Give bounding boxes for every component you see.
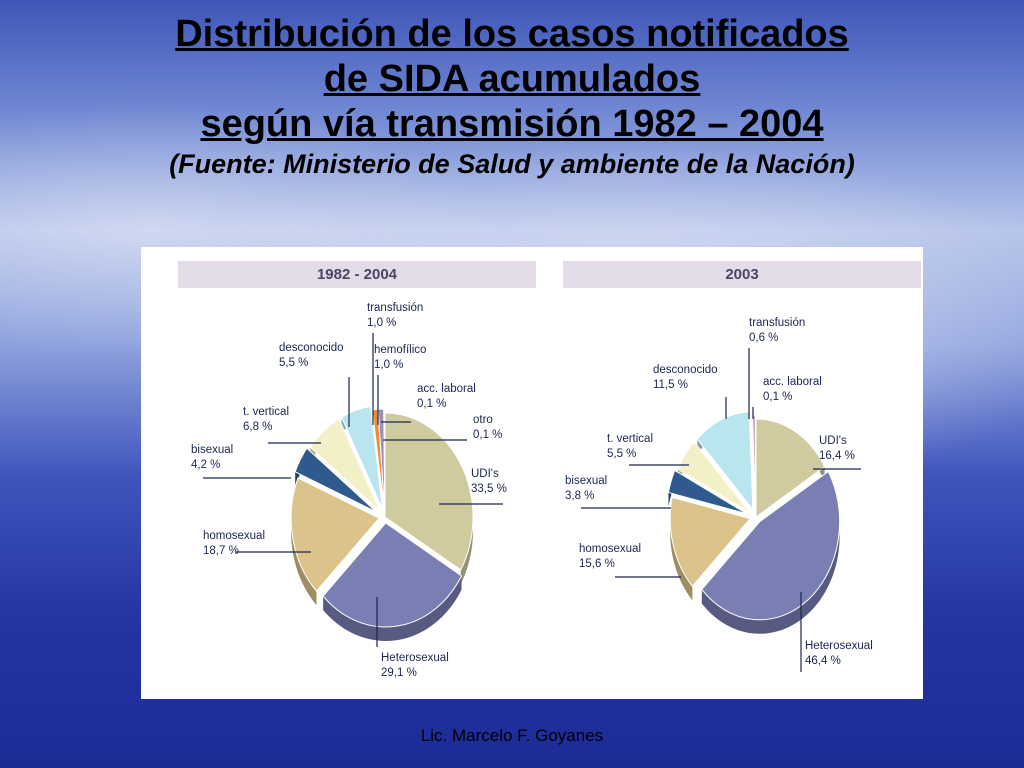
pie-1982-2004-value-hemofilico: 1,0 %: [374, 359, 403, 371]
pie-2003-value-acc-laboral: 0,1 %: [763, 391, 792, 403]
pie-1982-2004-slice-otro: [383, 410, 386, 516]
pie-2003-label-udi-s: UDI's: [819, 435, 847, 447]
pie-1982-2004-slice-desconocido: [340, 405, 384, 510]
pie-2003-label-t-vertical: t. vertical: [607, 433, 653, 445]
pie-1982-2004-value-desconocido: 5,5 %: [279, 357, 308, 369]
pie-1982-2004-value-acc-laboral: 0,1 %: [417, 398, 446, 410]
pie-2003-value-udi-s: 16,4 %: [819, 450, 855, 462]
pie-1982-2004-side-homosexual: [291, 478, 317, 606]
pie-2003-slice-acc-laboral: [754, 416, 757, 516]
pie-2003-value-t-vertical: 5,5 %: [607, 448, 636, 460]
pie-2003-side-homosexual: [670, 497, 693, 601]
pie-2003-slice-heterosexual: [701, 470, 841, 621]
pie-2003-slice-transfusion: [751, 414, 757, 514]
slide-title-line-2: de SIDA acumulados: [323, 58, 701, 100]
pie-1982-2004-label-bisexual: bisexual: [191, 444, 233, 456]
pie-2003-slice-udi-s: [755, 418, 826, 518]
pie-2003-side-heterosexual: [701, 471, 840, 634]
pie-2003-value-transfusion: 0,6 %: [749, 332, 778, 344]
slide-title-line-1: Distribución de los casos notificados: [175, 13, 849, 55]
pie-1982-2004-slice-t-vertical: [309, 418, 381, 512]
pie-1982-2004-label-homosexual: homosexual: [203, 530, 265, 542]
pie-1982-2004-label-transfusion: transfusión: [367, 302, 423, 314]
pie-2003-label-desconocido: desconocido: [653, 364, 718, 376]
pie-1982-2004-label-desconocido: desconocido: [279, 342, 344, 354]
slide-title-block: Distribución de los casos notificados de…: [0, 12, 1024, 181]
pie-1982-2004-slice-heterosexual: [322, 522, 463, 628]
pie-1982-2004-label-hemofilico: hemofílico: [374, 344, 426, 356]
pie-1982-2004-label-acc-laboral: acc. laboral: [417, 383, 476, 395]
chart-title-1982-2004: 1982 - 2004: [178, 261, 536, 288]
pie-1982-2004-side-heterosexual: [323, 575, 462, 641]
slide-subtitle: (Fuente: Ministerio de Salud y ambiente …: [169, 149, 855, 179]
pie-2003-value-homosexual: 15,6 %: [579, 558, 615, 570]
pie-2003-value-heterosexual: 46,4 %: [805, 655, 841, 667]
slide-footer: Lic. Marcelo F. Goyanes: [420, 726, 604, 745]
pie-1982-2004-label-heterosexual: Heterosexual: [381, 652, 449, 664]
pie-1982-2004-value-udi-s: 33,5 %: [471, 483, 507, 495]
pie-1982-2004-value-bisexual: 4,2 %: [191, 459, 220, 471]
slide-title-line-3: según vía transmisión 1982 – 2004: [200, 103, 824, 145]
pie-2003-label-homosexual: homosexual: [579, 543, 641, 555]
pie-1982-2004-slice-homosexual: [290, 477, 380, 592]
pie-1982-2004-label-t-vertical: t. vertical: [243, 406, 289, 418]
pie-1982-2004-value-heterosexual: 29,1 %: [381, 667, 417, 679]
pie-1982-2004-value-otro: 0,1 %: [473, 429, 502, 441]
pie-1982-2004-slice-bisexual: [294, 447, 377, 513]
pie-2003-label-heterosexual: Heterosexual: [805, 640, 873, 652]
pie-2003-slice-homosexual: [669, 496, 752, 588]
pie-1982-2004-value-transfusion: 1,0 %: [367, 317, 396, 329]
chart-panel: 1982 - 2004 2003 UDI's 33,5 % Heterosexual…: [141, 247, 923, 699]
pie-1982-2004-value-homosexual: 18,7 %: [203, 545, 239, 557]
pie-1982-2004-slice-udi-s: [384, 412, 474, 571]
chart-title-2003: 2003: [563, 261, 921, 288]
pie-2003-slice-t-vertical: [677, 440, 750, 513]
pie-charts-svg: UDI's 33,5 % Heterosexual 29,1 % homosexual 1…: [191, 302, 873, 679]
pie-2003-label-bisexual: bisexual: [565, 475, 607, 487]
pie-2003-value-desconocido: 11,5 %: [653, 379, 688, 391]
pie-2003-slice-bisexual: [667, 469, 747, 515]
pie-2003-label-acc-laboral: acc. laboral: [763, 376, 822, 388]
pie-2003-slice-desconocido: [696, 411, 754, 512]
pie-1982-2004-label-otro: otro: [473, 414, 493, 426]
pie-2003-value-bisexual: 3,8 %: [565, 490, 594, 502]
pie-2003-label-transfusion: transfusión: [749, 317, 805, 329]
pie-1982-2004-value-t-vertical: 6,8 %: [243, 421, 272, 433]
pie-1982-2004-label-udi-s: UDI's: [471, 468, 499, 480]
